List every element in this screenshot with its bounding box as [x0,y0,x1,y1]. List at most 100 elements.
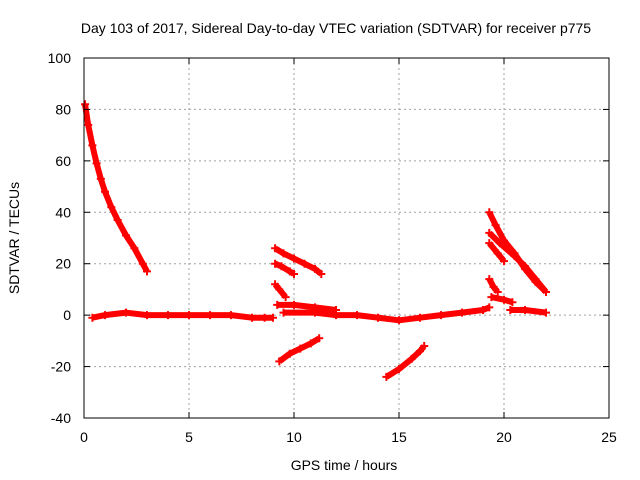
data-point [107,203,116,212]
data-point [88,313,97,322]
data-point [485,239,494,248]
y-tick-labels: -40 -20 0 20 40 60 80 100 [48,50,72,426]
x-tick-labels: 0 5 10 15 20 25 [80,429,617,445]
data-point [296,344,305,353]
x-tick-label: 15 [391,429,407,445]
data-point [420,342,429,350]
data-point [92,159,101,168]
data-point [485,275,494,284]
data-point [277,262,286,271]
data-point [521,262,529,271]
data-point [542,308,550,317]
series-arc-15 [506,306,550,317]
data-point [479,306,487,314]
data-point [122,231,130,240]
chart-title: Day 103 of 2017, Sidereal Day-to-day VTE… [81,20,591,36]
series-line [272,282,288,299]
series-line [82,103,150,273]
series-arc-7 [275,334,324,366]
data-point [485,228,494,237]
data-point [279,249,288,258]
series-arc-5 [271,280,290,302]
data-point [493,249,502,258]
data-point [374,313,382,322]
data-point [269,313,277,322]
grid [84,58,609,418]
data-point [315,334,324,343]
data-point [290,300,298,309]
data-point [96,174,105,183]
series-arc-3 [271,244,326,278]
plot-frame [83,57,610,419]
data-point [485,303,494,312]
data-point [185,311,193,320]
data-point [416,347,424,356]
x-tick-label: 0 [80,429,88,445]
series-line [487,230,549,294]
data-point [101,311,109,320]
series-line [91,309,273,321]
y-tick-label: 40 [55,204,71,220]
data-point [101,187,109,196]
data-point [130,244,139,253]
data-point [227,311,235,320]
data-point [122,308,130,317]
y-axis-label: SDTVAR / TECUs [6,182,22,294]
y-tick-label: 0 [63,307,71,323]
data-point [271,244,280,253]
data-point [81,100,90,109]
data-point [143,311,151,320]
data-point [311,264,319,273]
data-point [395,365,403,374]
data-point [206,311,214,320]
data-point [317,270,326,278]
x-tick-label: 25 [601,429,617,445]
data-point [281,293,290,302]
y-tick-label: -20 [51,359,71,375]
data-point [531,275,540,284]
data-point [88,141,97,150]
data-point [273,300,282,309]
data-point [260,313,269,322]
y-tick-label: 60 [55,153,71,169]
series-arc-12 [485,239,508,266]
data-point [275,357,284,366]
series-arc-14 [487,293,517,307]
data-point [306,339,315,348]
series-line [277,335,321,364]
data-point [275,285,284,294]
data-point [395,316,403,325]
data-point [84,120,93,129]
axis-ticks [83,57,610,419]
data-point [271,280,280,289]
series-arc-6 [273,300,340,314]
data-point [510,252,519,260]
data-point [113,216,122,224]
y-tick-label: 20 [55,256,71,272]
data-point [500,257,508,266]
series-arc-1 [81,100,151,276]
x-axis-label: GPS time / hours [291,457,398,473]
series-arc-9 [382,342,429,381]
series-arc-4 [271,259,298,278]
data-point [500,295,508,304]
data-point [290,270,298,278]
data-point [143,267,151,276]
data-point [285,267,294,276]
data-point [491,221,500,230]
data-point [493,288,502,296]
data-point [437,311,445,320]
data-point [332,311,340,320]
data-point [489,282,498,291]
data-point [300,259,309,268]
series-arc-13 [485,275,502,296]
data-point [382,372,391,381]
data-point [521,306,529,314]
data-point [506,306,515,314]
data-point [485,208,494,217]
data-point [138,259,147,268]
x-tick-label: 5 [185,429,193,445]
data-series [81,100,550,381]
y-tick-label: 80 [55,101,71,117]
